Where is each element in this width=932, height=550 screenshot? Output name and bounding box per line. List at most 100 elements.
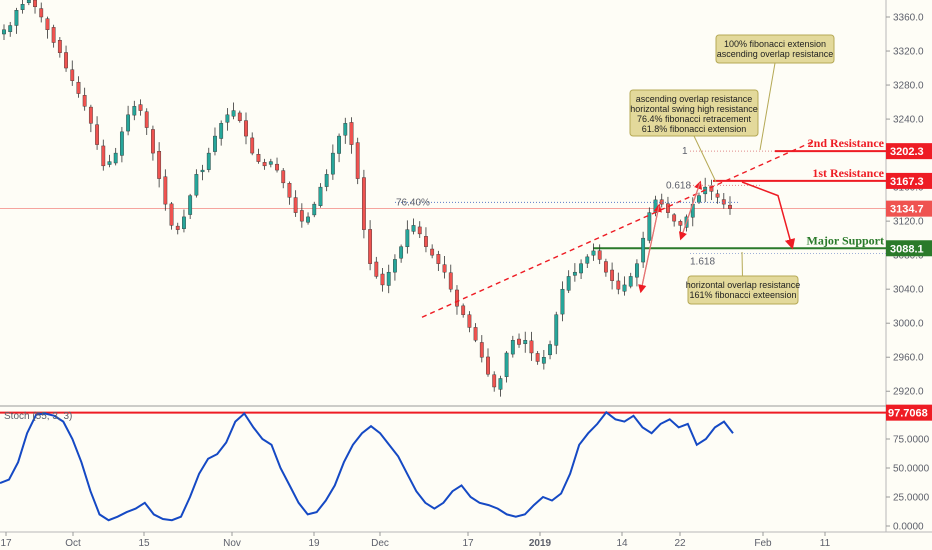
price-level-tag-label: 3134.7 — [890, 204, 924, 216]
support-name: Major Support — [807, 233, 884, 247]
candle-body — [237, 112, 242, 121]
stoch-title: Stoch (55, 3, 3) — [4, 411, 72, 422]
candle-body — [231, 110, 236, 117]
time-tick-label: 19 — [308, 538, 320, 549]
candle-body — [330, 152, 335, 175]
candle-body — [672, 214, 677, 222]
candle-body — [430, 248, 435, 256]
price-tick-label: 3240.0 — [893, 115, 924, 126]
candle-body — [45, 18, 50, 30]
candle-body — [126, 114, 131, 132]
candle-body — [26, 0, 31, 4]
candle-body — [287, 183, 292, 198]
time-tick-label: 11 — [820, 538, 831, 549]
annotation-box-1-line: ascending overlap resistance — [717, 49, 834, 59]
time-tick-label: 17 — [462, 538, 474, 549]
candle-body — [2, 29, 6, 35]
candle-body — [169, 203, 174, 226]
price-level-tag-label: 3167.3 — [890, 176, 924, 188]
candle-body — [535, 353, 540, 362]
candle-body — [436, 254, 441, 264]
price-tick-label: 3000.0 — [893, 319, 924, 330]
time-tick-label: 22 — [674, 538, 686, 549]
candle-body — [479, 342, 484, 358]
candle-body — [14, 10, 19, 26]
candle-body — [206, 152, 211, 170]
candle-body — [442, 264, 447, 273]
candle-body — [101, 145, 106, 167]
candle-body — [504, 352, 509, 377]
candle-body — [219, 123, 224, 139]
time-tick-label: 15 — [138, 538, 150, 549]
candle-body — [182, 216, 186, 229]
candle-body — [151, 129, 155, 154]
candle-body — [256, 154, 261, 162]
candle-body — [510, 340, 515, 355]
time-tick-label: 17 — [0, 538, 12, 549]
candle-body — [529, 340, 534, 354]
annotation-box-2-line: 76.4% fibonacci retracement — [637, 114, 752, 124]
candle-body — [467, 314, 472, 328]
candle-body — [572, 271, 577, 276]
stoch-tick-label: 50.0000 — [893, 464, 930, 475]
price-tick-label: 3040.0 — [893, 285, 924, 296]
candle-body — [157, 151, 162, 179]
candle-body — [697, 195, 701, 203]
candle-body — [554, 314, 559, 346]
price-tick-label: 3320.0 — [893, 47, 924, 58]
candle-body — [262, 162, 267, 167]
candle-body — [268, 161, 273, 165]
candle-body — [20, 4, 25, 10]
candle-body — [88, 106, 93, 124]
time-tick-label: Feb — [754, 538, 772, 549]
candle-body — [64, 52, 68, 69]
candle-body — [498, 378, 503, 390]
candle-body — [541, 357, 546, 364]
stoch-level-tag — [886, 404, 932, 421]
level-labels: 3202.3 3167.3 3088.1 3134.7 — [886, 143, 932, 257]
candle-body — [399, 246, 404, 259]
candle-body — [417, 226, 422, 235]
time-tick-label: 2019 — [529, 538, 552, 549]
price-level-tag — [886, 240, 932, 257]
candle-body — [312, 203, 317, 216]
candle-body — [721, 199, 726, 205]
fib-extension-1618-label: 1.618 — [690, 256, 715, 267]
candle-body — [343, 123, 348, 136]
candle-body — [175, 225, 180, 230]
candle-body — [424, 236, 428, 247]
candle-body — [194, 174, 199, 196]
price-tick-label: 3360.0 — [893, 13, 924, 24]
candle-body — [368, 229, 373, 264]
annotation-box-2-rect — [629, 89, 759, 137]
price-level-tag-label: 3088.1 — [890, 243, 924, 255]
candle-body — [113, 152, 118, 164]
candle-body — [448, 272, 453, 290]
price-tick-label: 3120.0 — [893, 217, 924, 228]
candle-body — [275, 163, 279, 171]
annotation-box-3-line: horizontal overlap resistance — [686, 280, 801, 290]
candle-body — [39, 8, 44, 18]
stoch-line — [0, 410, 734, 522]
candle-body — [461, 305, 466, 315]
price-tick-label: 3280.0 — [893, 81, 924, 92]
stoch-tick-label: 0.0000 — [893, 522, 924, 533]
annotation-box-2-pointer — [693, 135, 717, 183]
candle-body — [585, 256, 590, 264]
forecast-arrow — [741, 181, 796, 250]
candle-body — [678, 221, 683, 226]
resistance-2-name: 2nd Resistance — [808, 136, 885, 150]
candle-body — [548, 344, 552, 356]
candle-body — [51, 27, 56, 43]
candle-body — [455, 289, 459, 307]
candle-body — [225, 114, 230, 123]
candle-body — [70, 69, 75, 81]
candle-body — [628, 276, 633, 287]
candle-body — [213, 135, 217, 152]
candle-body — [138, 104, 143, 111]
time-tick-label: 14 — [616, 538, 628, 549]
candle-body — [597, 250, 602, 260]
